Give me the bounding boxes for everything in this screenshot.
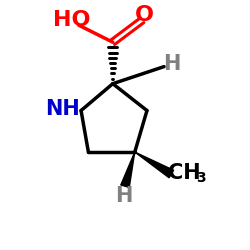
Text: CH: CH bbox=[168, 163, 201, 183]
Text: HO: HO bbox=[52, 10, 90, 30]
Polygon shape bbox=[121, 152, 135, 188]
Text: H: H bbox=[163, 54, 180, 74]
Text: H: H bbox=[115, 186, 132, 206]
Polygon shape bbox=[135, 152, 174, 178]
Text: NH: NH bbox=[46, 99, 80, 119]
Text: 3: 3 bbox=[196, 171, 206, 185]
Text: O: O bbox=[135, 5, 154, 25]
